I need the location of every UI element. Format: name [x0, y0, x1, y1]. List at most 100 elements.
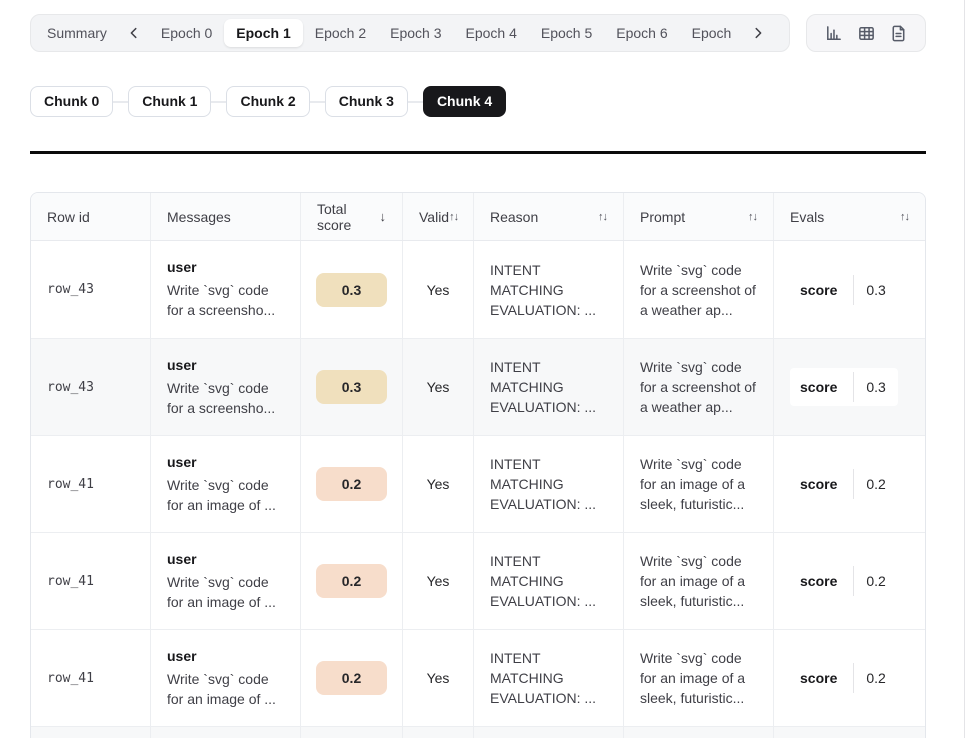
message-text: Write `svg` code for an image of ...	[167, 670, 276, 707]
chunk-selector: Chunk 0 Chunk 1 Chunk 2 Chunk 3 Chunk 4	[30, 86, 926, 117]
table-row[interactable]: row_43 user Write `svg` code for a scree…	[31, 241, 925, 338]
tab-epoch-1[interactable]: Epoch 1	[224, 19, 303, 47]
table-row-partial[interactable]	[31, 726, 925, 738]
chunk-2-button[interactable]: Chunk 2	[226, 86, 310, 117]
chunk-0-button[interactable]: Chunk 0	[30, 86, 114, 117]
chunk-connector	[309, 100, 325, 103]
eval-divider	[853, 274, 855, 305]
table-row[interactable]: row_43 user Write `svg` code for a scree…	[31, 338, 925, 435]
valid-cell: Yes	[403, 339, 474, 435]
reason-cell: INTENT MATCHING EVALUATION: ...	[474, 630, 624, 726]
eval-score-chip: score 0.3	[790, 270, 898, 309]
prompt-cell: Write `svg` code for an image of a sleek…	[624, 436, 774, 532]
messages-cell: user Write `svg` code for a screensho...	[151, 241, 301, 338]
valid-cell: Yes	[403, 630, 474, 726]
eval-value: 0.2	[866, 573, 886, 589]
message-text: Write `svg` code for an image of ...	[167, 573, 276, 610]
tab-epoch-6[interactable]: Epoch 6	[616, 25, 668, 41]
evals-cell: score 0.3	[774, 339, 925, 435]
row-id-cell: row_43	[31, 241, 151, 338]
evals-cell: score 0.2	[774, 533, 925, 629]
bar-chart-icon[interactable]	[824, 24, 843, 43]
tab-summary[interactable]: Summary	[47, 25, 107, 41]
prompt-cell: Write `svg` code for an image of a sleek…	[624, 533, 774, 629]
chunk-connector	[211, 100, 227, 103]
tab-epoch-5[interactable]: Epoch 5	[540, 25, 593, 41]
column-label: Total score	[317, 200, 352, 233]
main-content: Summary Epoch 0 Epoch 1 Epoch 2 Epoch 3 …	[30, 0, 926, 738]
table-grid-icon[interactable]	[857, 24, 876, 43]
eval-value: 0.2	[866, 476, 886, 492]
column-label: Messages	[167, 208, 231, 225]
total-score-cell: 0.2	[301, 630, 403, 726]
sort-both-icon: ↑↓	[748, 210, 758, 223]
message-role: user	[167, 259, 197, 275]
table-row[interactable]: row_41 user Write `svg` code for an imag…	[31, 435, 925, 532]
prompt-cell: Write `svg` code for an image of a sleek…	[624, 630, 774, 726]
table-header-row: Row id Messages Total score ↓ Valid ↑↓ Rea…	[31, 193, 925, 241]
evals-cell: score 0.2	[774, 630, 925, 726]
total-score-cell: 0.3	[301, 241, 403, 338]
reason-cell	[474, 727, 624, 738]
section-divider	[30, 151, 926, 154]
row-id-cell: row_41	[31, 630, 151, 726]
message-role: user	[167, 550, 197, 567]
page-right-border	[964, 0, 965, 738]
column-header-row-id[interactable]: Row id	[31, 193, 151, 240]
tab-epoch-4[interactable]: Epoch 4	[465, 25, 517, 41]
valid-cell	[403, 727, 474, 738]
score-badge: 0.2	[316, 564, 387, 598]
column-label: Prompt	[640, 208, 686, 225]
prompt-cell: Write `svg` code for a screenshot of a w…	[624, 241, 774, 338]
eval-divider	[853, 469, 855, 499]
message-role: user	[167, 356, 197, 373]
document-icon[interactable]	[889, 24, 908, 43]
column-header-total-score[interactable]: Total score ↓	[301, 193, 403, 240]
column-header-prompt[interactable]: Prompt ↑↓	[624, 193, 774, 240]
chevron-right-icon[interactable]	[743, 26, 773, 40]
eval-score-chip: score 0.2	[790, 465, 898, 503]
tab-epoch-2[interactable]: Epoch 2	[314, 25, 367, 41]
tab-epoch-truncated[interactable]: Epoch	[691, 25, 732, 41]
column-header-messages[interactable]: Messages	[151, 193, 301, 240]
column-header-evals[interactable]: Evals ↑↓	[774, 193, 925, 240]
row-id-cell: row_41	[31, 436, 151, 532]
chunk-1-button[interactable]: Chunk 1	[128, 86, 212, 117]
row-id-cell: row_41	[31, 533, 151, 629]
chunk-3-button[interactable]: Chunk 3	[324, 86, 408, 117]
message-text: Write `svg` code for an image of ...	[167, 476, 276, 513]
chunk-connector	[113, 100, 129, 103]
top-toolbar: Summary Epoch 0 Epoch 1 Epoch 2 Epoch 3 …	[30, 14, 926, 52]
sort-desc-icon: ↓	[379, 209, 387, 224]
column-header-valid[interactable]: Valid ↑↓	[403, 193, 474, 240]
eval-score-chip: score 0.2	[790, 562, 898, 600]
messages-cell: user Write `svg` code for an image of ..…	[151, 436, 301, 532]
score-badge: 0.3	[316, 272, 387, 307]
eval-name: score	[800, 670, 838, 686]
eval-divider	[853, 566, 855, 596]
total-score-cell: 0.2	[301, 533, 403, 629]
messages-cell: user Write `svg` code for a screensho...	[151, 339, 301, 435]
table-row[interactable]: row_41 user Write `svg` code for an imag…	[31, 629, 925, 726]
reason-cell: INTENT MATCHING EVALUATION: ...	[474, 241, 624, 338]
reason-cell: INTENT MATCHING EVALUATION: ...	[474, 533, 624, 629]
eval-name: score	[800, 573, 838, 589]
messages-cell: user Write `svg` code for an image of ..…	[151, 533, 301, 629]
total-score-cell: 0.2	[301, 436, 403, 532]
prompt-cell: Write `svg` code for a screenshot of a w…	[624, 339, 774, 435]
sort-both-icon: ↑↓	[449, 210, 459, 223]
column-header-reason[interactable]: Reason ↑↓	[474, 193, 624, 240]
view-mode-switcher	[806, 14, 926, 52]
eval-value: 0.3	[866, 379, 886, 395]
chunk-4-button[interactable]: Chunk 4	[422, 86, 507, 117]
table-row[interactable]: row_41 user Write `svg` code for an imag…	[31, 532, 925, 629]
score-badge: 0.3	[316, 370, 387, 404]
epoch-tab-strip: Summary Epoch 0 Epoch 1 Epoch 2 Epoch 3 …	[30, 14, 790, 52]
total-score-cell	[301, 727, 403, 738]
sort-both-icon: ↑↓	[598, 210, 608, 223]
evals-cell: score 0.2	[774, 436, 925, 532]
tab-epoch-3[interactable]: Epoch 3	[390, 25, 442, 41]
message-role: user	[167, 453, 197, 470]
tab-epoch-0[interactable]: Epoch 0	[160, 25, 213, 41]
chevron-left-icon[interactable]	[119, 26, 149, 40]
